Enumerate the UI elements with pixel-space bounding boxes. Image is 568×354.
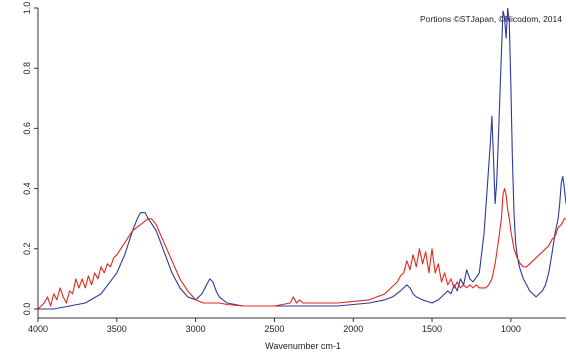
y-tick-label: 0.4	[22, 182, 32, 195]
x-tick-label: 2000	[343, 324, 363, 334]
series-blue-line	[38, 8, 566, 310]
y-tick-label: 1.0	[22, 2, 32, 15]
y-tick-label: 0.8	[22, 62, 32, 75]
axis-layer: 4000 3500 3000 2500 2000 1500 1000 0.0 0.2 0.4 0.6…	[22, 2, 566, 334]
y-tick-label: 0.2	[22, 243, 32, 256]
x-tick-label: 1000	[501, 324, 521, 334]
series-layer	[38, 8, 566, 310]
y-tick-label: 0.6	[22, 122, 32, 135]
series-red-line	[38, 188, 566, 310]
x-tick-label: 3500	[107, 324, 127, 334]
x-axis-label: Wavenumber cm-1	[265, 341, 341, 351]
x-tick-label: 2500	[264, 324, 284, 334]
x-tick-label: 4000	[28, 324, 48, 334]
copyright-annotation: Portions ©STJapan, ©Nicodom, 2014	[420, 14, 562, 24]
y-tick-label: 0.0	[22, 303, 32, 316]
x-tick-label: 3000	[186, 324, 206, 334]
x-tick-label: 1500	[422, 324, 442, 334]
